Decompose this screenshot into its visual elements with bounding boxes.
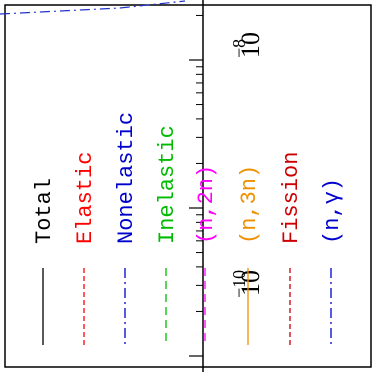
- legend-item: (n,2n): [194, 165, 219, 345]
- legend-item: (n,γ): [320, 178, 345, 345]
- legend-label: (n,γ): [320, 178, 345, 244]
- plot-frame: [4, 4, 372, 368]
- legend-item: (n,3n): [237, 165, 262, 345]
- tick-label-exponent: −8: [229, 39, 249, 58]
- tick-label-base: 10: [236, 32, 265, 58]
- legend-label: Total: [32, 178, 57, 244]
- tick-label-base: 10: [236, 270, 265, 296]
- tick-label-1e-10: 10 −10: [229, 270, 265, 298]
- legend-item: Total: [32, 178, 57, 345]
- legend-label: Nonelastic: [114, 112, 139, 244]
- legend: Total Elastic Nonelastic Inelastic (n,2n) (n,…: [32, 112, 345, 345]
- legend-label: Inelastic: [155, 125, 180, 244]
- legend-label: Elastic: [73, 152, 98, 244]
- legend-label: Fission: [279, 152, 304, 244]
- axis-ticks: [189, 14, 203, 357]
- legend-item: Elastic: [73, 152, 98, 345]
- legend-label: (n,3n): [237, 165, 262, 244]
- legend-item: Inelastic: [155, 125, 180, 345]
- curve-fragment: [0, 0, 186, 15]
- tick-label-exponent: −10: [229, 270, 249, 298]
- legend-item: Nonelastic: [114, 112, 139, 345]
- legend-label: (n,2n): [194, 165, 219, 244]
- tick-label-1e-8: 10 −8: [229, 32, 265, 58]
- legend-item: Fission: [279, 152, 304, 345]
